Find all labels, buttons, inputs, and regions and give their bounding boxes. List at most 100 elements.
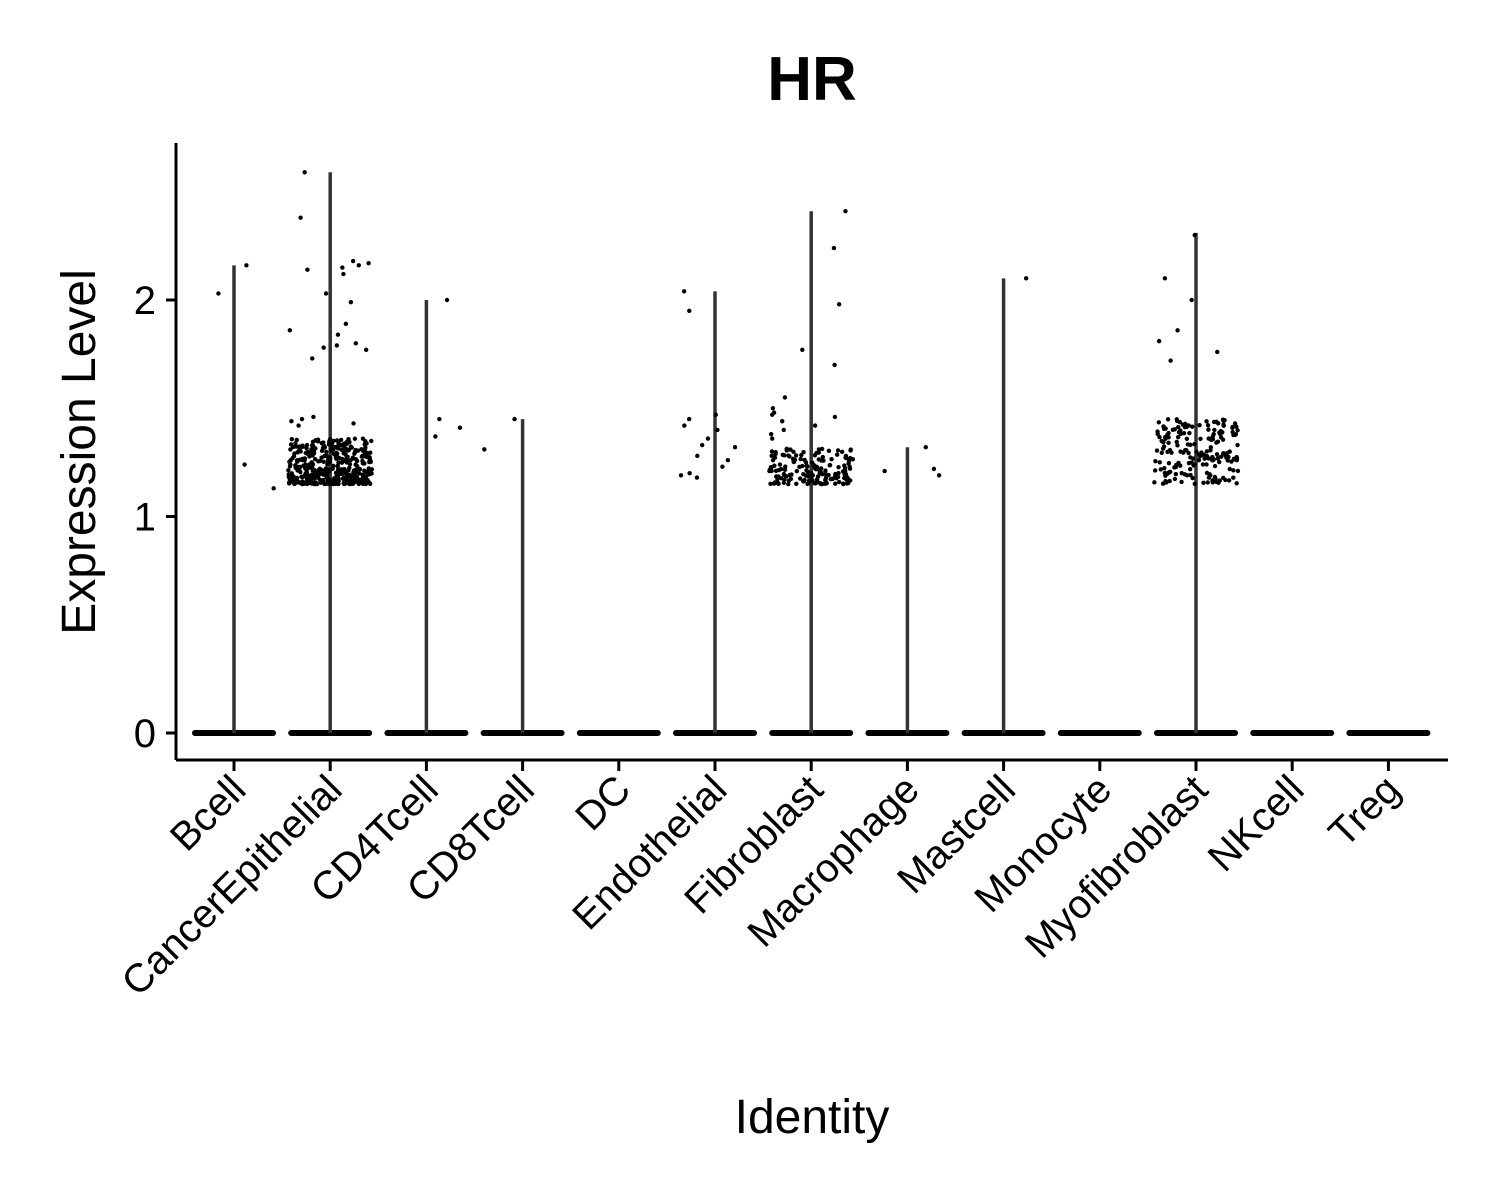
data-point bbox=[348, 444, 353, 449]
data-point bbox=[346, 472, 351, 478]
data-point bbox=[291, 453, 297, 459]
data-point bbox=[313, 438, 318, 443]
data-point bbox=[1230, 429, 1235, 435]
data-point bbox=[779, 466, 784, 472]
data-point bbox=[792, 457, 798, 463]
data-point bbox=[360, 458, 365, 464]
data-point bbox=[512, 416, 517, 422]
data-point bbox=[782, 472, 787, 478]
data-point bbox=[293, 463, 298, 468]
chart-title: HR bbox=[767, 45, 857, 114]
data-point bbox=[769, 453, 774, 458]
data-point bbox=[335, 444, 340, 449]
data-point bbox=[1200, 462, 1206, 467]
data-point bbox=[309, 447, 314, 452]
data-point bbox=[336, 467, 341, 472]
data-point bbox=[300, 481, 306, 486]
data-point bbox=[783, 464, 788, 469]
data-point bbox=[482, 447, 487, 452]
data-point bbox=[433, 434, 438, 439]
data-point bbox=[328, 457, 333, 462]
data-point bbox=[1229, 459, 1234, 464]
data-point bbox=[1214, 452, 1220, 457]
data-point bbox=[797, 476, 803, 481]
data-point bbox=[804, 468, 809, 473]
data-point bbox=[324, 467, 330, 472]
data-point bbox=[348, 299, 354, 305]
data-point bbox=[931, 466, 937, 472]
data-point bbox=[781, 427, 786, 433]
data-point bbox=[298, 215, 303, 220]
data-point bbox=[310, 356, 315, 361]
data-point bbox=[350, 258, 356, 264]
data-point bbox=[1174, 439, 1179, 445]
data-point bbox=[364, 450, 369, 456]
data-point bbox=[829, 456, 834, 462]
data-point bbox=[347, 481, 352, 487]
data-point bbox=[343, 452, 348, 457]
data-point bbox=[833, 481, 838, 486]
data-point bbox=[809, 460, 815, 465]
data-point bbox=[827, 463, 832, 468]
data-point bbox=[361, 480, 366, 485]
data-point bbox=[687, 308, 692, 314]
data-point bbox=[366, 466, 371, 471]
data-point bbox=[1210, 434, 1216, 439]
data-point bbox=[1217, 459, 1222, 465]
data-point bbox=[1162, 276, 1168, 281]
data-point bbox=[347, 462, 353, 467]
data-point bbox=[327, 437, 333, 442]
data-point bbox=[367, 455, 372, 460]
data-point bbox=[342, 458, 347, 464]
data-point bbox=[1188, 455, 1193, 460]
data-point bbox=[335, 451, 340, 456]
data-point bbox=[1157, 434, 1162, 440]
data-point bbox=[1175, 443, 1180, 448]
violin-group-nkcell bbox=[1250, 730, 1335, 736]
data-point bbox=[1197, 454, 1203, 459]
data-point bbox=[310, 443, 316, 449]
data-point bbox=[836, 464, 841, 470]
data-point bbox=[289, 419, 294, 424]
data-point bbox=[1212, 463, 1218, 469]
violin-group-dc bbox=[576, 730, 661, 736]
data-point bbox=[305, 267, 310, 272]
data-point bbox=[1185, 442, 1191, 447]
data-point bbox=[290, 444, 296, 450]
data-point bbox=[310, 462, 316, 467]
data-point bbox=[357, 466, 362, 472]
data-point bbox=[311, 414, 316, 420]
data-point bbox=[784, 448, 789, 453]
data-point bbox=[1235, 468, 1241, 474]
data-point bbox=[720, 464, 725, 469]
data-point bbox=[1190, 424, 1195, 429]
data-point bbox=[801, 472, 806, 477]
x-tick-label: NKcell bbox=[1200, 767, 1313, 880]
data-point bbox=[296, 423, 301, 428]
data-point bbox=[444, 297, 450, 303]
data-point bbox=[800, 347, 805, 352]
data-point bbox=[801, 479, 806, 484]
data-point bbox=[705, 436, 711, 441]
data-point bbox=[1205, 480, 1210, 485]
data-point bbox=[343, 476, 348, 482]
data-point bbox=[1153, 458, 1158, 464]
data-point bbox=[835, 448, 841, 453]
zero-points-nkcell bbox=[1250, 730, 1335, 736]
data-point bbox=[1167, 478, 1172, 484]
data-point bbox=[793, 453, 799, 458]
data-point bbox=[1161, 424, 1166, 429]
data-point bbox=[1187, 430, 1192, 436]
data-point bbox=[798, 456, 803, 462]
data-point bbox=[1181, 430, 1187, 436]
data-point bbox=[823, 477, 828, 483]
data-point bbox=[331, 463, 336, 468]
data-point bbox=[936, 473, 942, 478]
data-point bbox=[368, 471, 373, 477]
data-point bbox=[1153, 468, 1158, 473]
data-point bbox=[1197, 422, 1202, 428]
data-point bbox=[316, 470, 321, 475]
data-point bbox=[363, 347, 369, 352]
data-point bbox=[298, 469, 303, 475]
